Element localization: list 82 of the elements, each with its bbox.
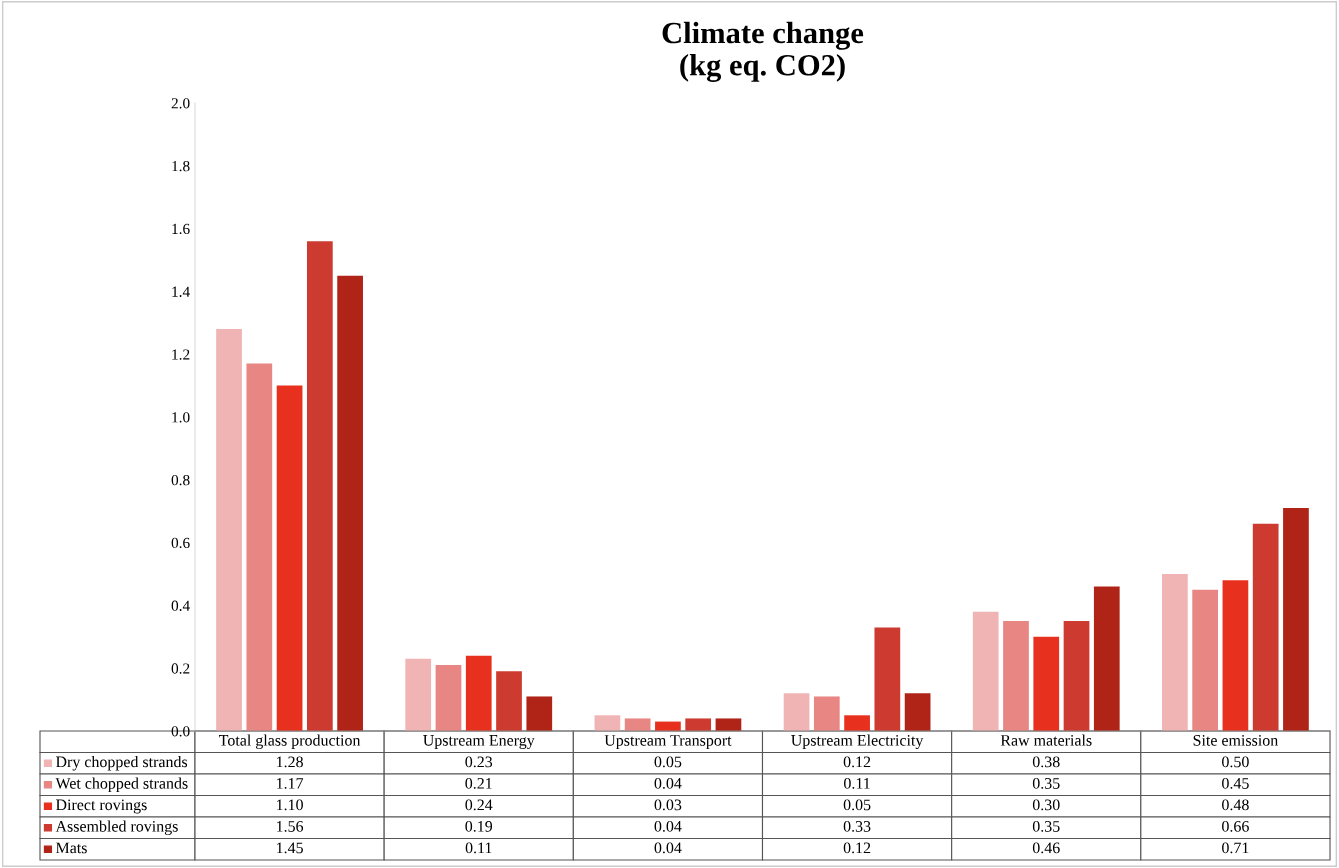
- bar: [624, 718, 651, 731]
- y-tick-label: 0.8: [171, 474, 190, 486]
- bar: [216, 329, 242, 731]
- bar: [465, 655, 492, 731]
- data-label: 0.71: [1222, 842, 1249, 854]
- bar: [1063, 621, 1090, 731]
- y-tick-label: 1.6: [172, 223, 190, 235]
- bar: [1192, 589, 1219, 731]
- bar: [783, 693, 810, 731]
- data-label: 0.50: [1222, 756, 1249, 768]
- data-label: 1.28: [277, 756, 303, 768]
- bar: [1222, 580, 1249, 731]
- bar: [405, 658, 432, 731]
- data-label: 0.05: [843, 799, 871, 811]
- data-label: 0.12: [843, 842, 871, 854]
- bar: [1252, 523, 1279, 731]
- x-tick-label: Upstream Electricity: [791, 734, 924, 750]
- data-label: 0.24: [465, 799, 493, 811]
- data-label: 0.46: [1032, 842, 1060, 854]
- data-label: 0.19: [465, 820, 493, 832]
- y-tick-label: 2.0: [171, 98, 190, 109]
- x-tick-label: Total glass production: [219, 734, 361, 750]
- legend-label: Dry chopped strands: [55, 755, 188, 771]
- bar: [306, 241, 333, 731]
- legend-label: Wet chopped strands: [55, 777, 188, 792]
- bar: [844, 715, 870, 731]
- data-label: 0.11: [465, 842, 492, 854]
- bar: [1033, 636, 1060, 731]
- bar: [435, 665, 462, 731]
- chart-title: Climate change (kg eq. CO2): [662, 21, 864, 82]
- bar: [685, 718, 712, 731]
- bar: [874, 627, 901, 731]
- x-tick-label: Upstream Energy: [423, 735, 535, 749]
- bar: [337, 275, 363, 731]
- data-label: 0.21: [465, 777, 492, 789]
- data-label: 0.35: [1032, 820, 1060, 832]
- bar: [972, 611, 999, 731]
- legend-label: Mats: [55, 842, 87, 854]
- data-label: 0.12: [843, 756, 871, 768]
- x-tick-label: Site emission: [1193, 735, 1278, 746]
- y-tick-label: 1.4: [172, 286, 190, 297]
- y-tick-label: 1.8: [172, 160, 190, 172]
- data-label: 0.04: [654, 820, 682, 832]
- bar: [715, 718, 742, 731]
- data-label: 1.56: [277, 821, 304, 832]
- bar: [1283, 508, 1309, 731]
- data-label: 0.38: [1032, 756, 1060, 768]
- bar: [1162, 574, 1188, 731]
- data-label: 0.33: [843, 820, 871, 832]
- x-tick-label: Upstream Transport: [604, 735, 732, 749]
- bar: [1003, 621, 1029, 731]
- data-label: 0.04: [654, 777, 682, 789]
- data-label: 1.45: [277, 842, 303, 854]
- data-label: 0.66: [1222, 820, 1249, 832]
- bar: [276, 385, 303, 731]
- bar: [526, 696, 553, 731]
- y-tick-label: 0.6: [171, 537, 190, 549]
- legend-label: Direct rovings: [55, 799, 147, 814]
- data-label: 0.30: [1032, 799, 1060, 811]
- y-tick-label: 1.2: [172, 349, 190, 360]
- data-label: 0.03: [654, 799, 682, 811]
- y-tick-label: 1.0: [172, 412, 190, 423]
- data-label: 0.23: [465, 756, 493, 768]
- bar: [594, 715, 621, 731]
- data-label: 1.10: [277, 799, 303, 811]
- y-tick-label: 0.0: [171, 726, 190, 737]
- data-label: 1.17: [277, 778, 304, 789]
- bar: [904, 693, 931, 731]
- bar: [246, 363, 273, 731]
- x-tick-label: Raw materials: [1000, 734, 1092, 746]
- data-label: 0.04: [654, 842, 682, 854]
- bar: [813, 696, 840, 731]
- data-label: 0.11: [844, 777, 870, 789]
- y-tick-label: 0.4: [171, 600, 190, 611]
- bar: [1093, 586, 1120, 731]
- data-label: 0.45: [1222, 777, 1249, 789]
- data-label: 0.05: [654, 756, 682, 768]
- data-label: 0.35: [1032, 777, 1060, 789]
- bar: [496, 671, 522, 731]
- y-tick-label: 0.2: [171, 663, 190, 674]
- data-label: 0.48: [1222, 799, 1249, 811]
- legend-label: Assembled rovings: [55, 820, 178, 836]
